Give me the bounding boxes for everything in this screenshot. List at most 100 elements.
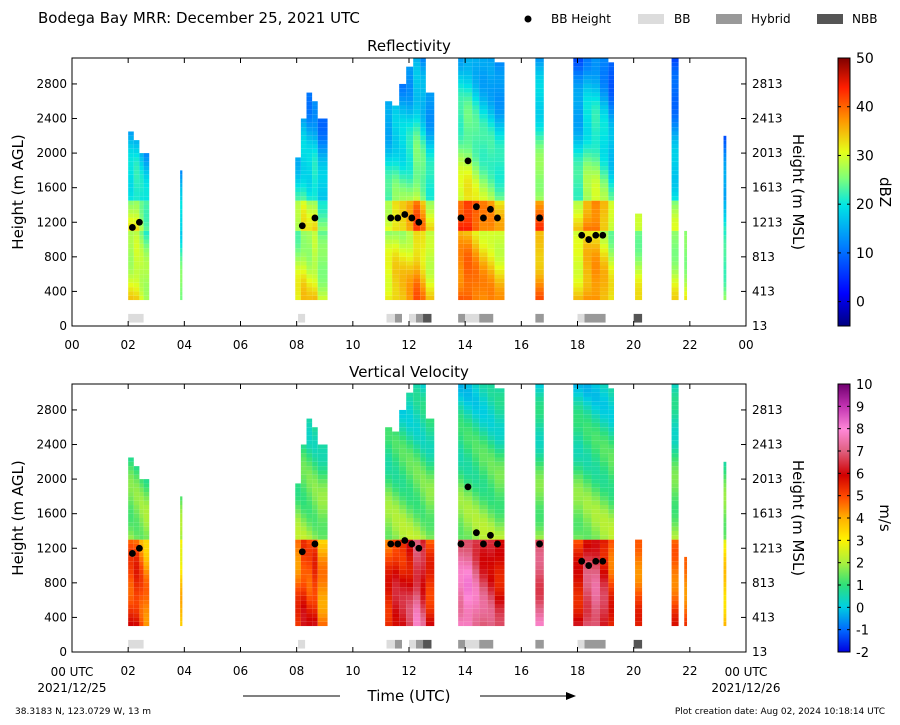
heatmap-cell: [385, 496, 393, 501]
heatmap-cell: [306, 187, 313, 192]
heatmap-cell: [458, 222, 464, 227]
heatmap-cell: [312, 140, 318, 145]
heatmap-cell: [535, 487, 544, 493]
heatmap-cell: [671, 427, 679, 432]
heatmap-cell: [300, 470, 307, 475]
heatmap-cell: [494, 526, 505, 531]
heatmap-cell: [406, 487, 414, 493]
heatmap-cell: [139, 200, 144, 205]
heatmap-cell: [535, 252, 544, 257]
heatmap-cell: [458, 435, 464, 441]
heatmap-cell: [583, 539, 592, 544]
heatmap-cell: [413, 92, 421, 97]
heatmap-cell: [128, 166, 134, 171]
heatmap-cell: [312, 492, 318, 497]
heatmap-cell: [487, 278, 495, 283]
heatmap-cell: [608, 409, 615, 415]
heatmap-cell: [591, 196, 600, 201]
heatmap-cell: [635, 230, 643, 236]
heatmap-cell: [420, 526, 426, 531]
heatmap-cell: [591, 526, 600, 531]
heatmap-cell: [399, 582, 407, 588]
heatmap-cell: [487, 522, 495, 527]
heatmap-cell: [385, 608, 393, 614]
heatmap-cell: [133, 209, 140, 214]
heatmap-cell: [420, 58, 426, 63]
heatmap-cell: [413, 170, 421, 175]
heatmap-cell: [635, 548, 643, 553]
heatmap-cell: [583, 384, 592, 389]
heatmap-cell: [458, 144, 464, 149]
heatmap-cell: [392, 604, 400, 609]
y-tick-label: 1600: [36, 507, 67, 521]
heatmap-cell: [608, 457, 615, 462]
heatmap-cell: [487, 114, 495, 119]
heatmap-cell: [599, 252, 609, 257]
heatmap-cell: [463, 274, 473, 279]
heatmap-cell: [494, 591, 505, 596]
heatmap-cell: [128, 587, 134, 592]
heatmap-cell: [671, 569, 679, 575]
heatmap-cell: [671, 79, 679, 84]
heatmap-cell: [535, 226, 544, 231]
heatmap-cell: [671, 474, 679, 480]
heatmap-cell: [573, 243, 584, 249]
heatmap-cell: [180, 252, 183, 257]
heatmap-cell: [608, 217, 615, 223]
heatmap-cell: [143, 287, 150, 292]
heatmap-cell: [599, 256, 609, 262]
bb-height-point: [473, 529, 480, 537]
heatmap-cell: [300, 157, 307, 162]
heatmap-cell: [535, 222, 544, 227]
heatmap-cell: [608, 166, 615, 171]
heatmap-cell: [535, 552, 544, 557]
heatmap-cell: [399, 166, 407, 171]
heatmap-cell: [494, 265, 505, 270]
heatmap-cell: [458, 496, 464, 501]
heatmap-cell: [583, 518, 592, 523]
heatmap-cell: [472, 243, 480, 249]
heatmap-cell: [608, 204, 615, 210]
heatmap-cell: [494, 101, 505, 106]
heatmap-cell: [684, 282, 688, 288]
heatmap-cell: [583, 496, 592, 501]
heatmap-cell: [425, 204, 435, 210]
heatmap-cell: [599, 539, 609, 544]
bb-height-point: [487, 531, 494, 539]
heatmap-cell: [385, 453, 393, 458]
heatmap-cell: [573, 196, 584, 201]
heatmap-cell: [413, 88, 421, 93]
heatmap-cell: [392, 621, 400, 627]
heatmap-cell: [458, 518, 464, 523]
y-tick-label: 2000: [36, 146, 67, 160]
bb-height-point: [387, 540, 395, 548]
heatmap-cell: [463, 435, 473, 441]
heatmap-cell: [300, 144, 307, 149]
heatmap-cell: [479, 578, 488, 583]
heatmap-cell: [399, 530, 407, 536]
heatmap-cell: [425, 230, 435, 236]
heatmap-cell: [535, 122, 544, 128]
heatmap-cell: [463, 552, 473, 557]
heatmap-cell: [671, 384, 679, 389]
heatmap-cell: [425, 200, 435, 205]
heatmap-cell: [608, 235, 615, 240]
heatmap-cell: [425, 457, 435, 462]
heatmap-cell: [479, 431, 488, 436]
heatmap-cell: [463, 388, 473, 393]
heatmap-cell: [295, 179, 301, 184]
heatmap-cell: [472, 122, 480, 128]
heatmap-cell: [139, 604, 144, 609]
heatmap-cell: [487, 239, 495, 244]
heatmap-cell: [312, 295, 318, 301]
heatmap-cell: [535, 135, 544, 141]
heatmap-cell: [295, 196, 301, 201]
heatmap-cell: [306, 513, 313, 518]
heatmap-cell: [458, 66, 464, 71]
heatmap-cell: [608, 174, 615, 180]
heatmap-cell: [399, 578, 407, 583]
heatmap-cell: [608, 109, 615, 115]
heatmap-cell: [392, 230, 400, 236]
heatmap-cell: [143, 595, 150, 601]
heatmap-cell: [306, 161, 313, 167]
